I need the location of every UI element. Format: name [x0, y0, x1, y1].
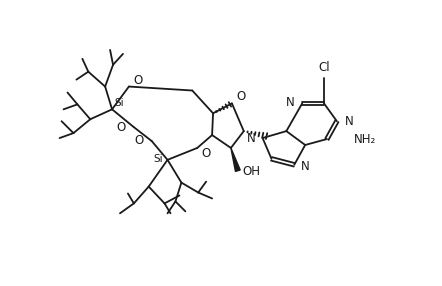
Text: N: N — [286, 96, 294, 109]
Text: N: N — [247, 132, 255, 144]
Text: NH₂: NH₂ — [354, 132, 376, 146]
Text: O: O — [237, 90, 246, 103]
Text: N: N — [301, 160, 310, 173]
Text: O: O — [134, 134, 144, 146]
Text: O: O — [117, 121, 126, 134]
Text: N: N — [345, 115, 354, 128]
Text: O: O — [134, 74, 143, 87]
Text: Cl: Cl — [318, 61, 330, 74]
Text: Si: Si — [153, 154, 163, 164]
Text: OH: OH — [243, 165, 261, 178]
Text: Si: Si — [114, 98, 124, 108]
Polygon shape — [231, 148, 240, 171]
Text: O: O — [201, 147, 210, 160]
